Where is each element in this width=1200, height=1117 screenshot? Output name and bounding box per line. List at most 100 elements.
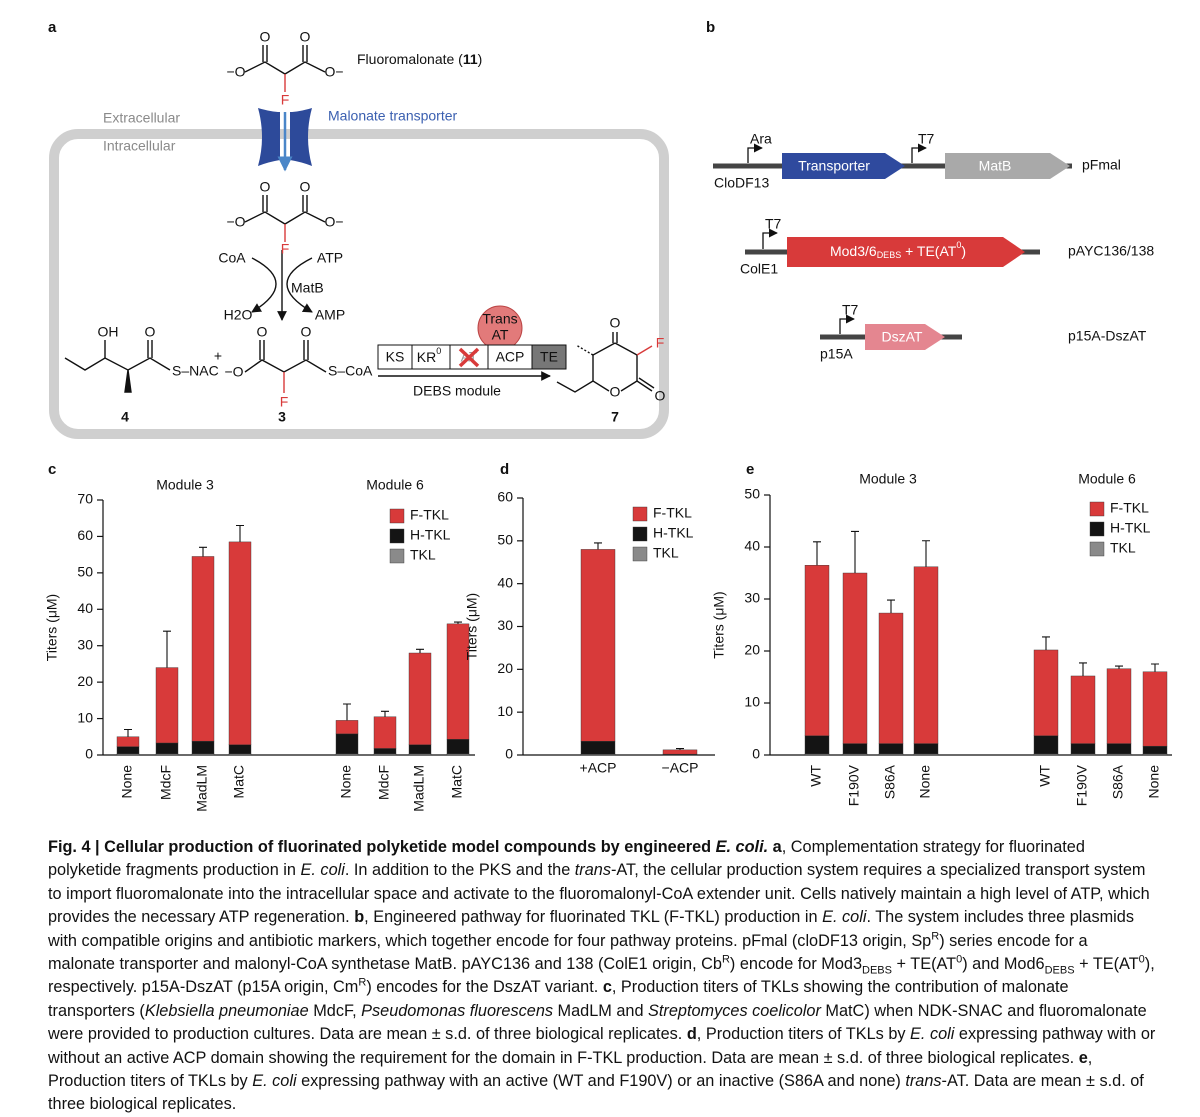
compound-number: 3: [278, 409, 286, 425]
bar-segment: [1070, 743, 1096, 755]
group-label: Module 3: [859, 471, 917, 487]
caption-text: c: [602, 978, 612, 997]
y-tick-label: 30: [497, 617, 513, 633]
domain: [487, 344, 533, 370]
domain-label: KR0: [417, 346, 441, 364]
x-tick-label: MadLM: [194, 765, 210, 812]
transporter-icon: [258, 108, 312, 166]
plasmid-name: p15A-DszAT: [1068, 328, 1147, 344]
trans-at-label: AT: [492, 327, 509, 343]
x-tick-label: WT: [808, 765, 824, 787]
x-tick-label: F190V: [846, 764, 862, 806]
atom: O−: [324, 214, 343, 230]
charts: 0 10 20 30 40 50 60 70 Titers (μM) None MdcF MadLM M…: [44, 471, 1172, 812]
error-bar: [416, 648, 424, 653]
x-tick-label: MdcF: [376, 765, 392, 800]
panel-label: c: [48, 461, 56, 478]
cell-membrane: [49, 129, 669, 439]
domain-label: TE: [540, 349, 558, 365]
bar-segment: [335, 733, 359, 755]
caption-text: expressing pathway with an active (WT an…: [296, 1072, 906, 1091]
y-tick-label: 20: [77, 673, 93, 689]
gene-label: MatB: [979, 158, 1012, 174]
legend-swatch: [389, 548, 405, 564]
bar-segment: [913, 566, 939, 744]
atom: O: [301, 324, 312, 340]
promoter: [911, 143, 927, 163]
legend-label: H-TKL: [1110, 520, 1151, 536]
panel-label: a: [48, 19, 57, 36]
bar-segment: [228, 541, 252, 746]
caption-text: d: [686, 1025, 697, 1044]
bar-segment: [446, 739, 470, 755]
legend-label: TKL: [410, 547, 436, 563]
domain-label: ACP: [496, 349, 525, 365]
y-tick-label: 20: [497, 660, 513, 676]
bar-segment: [155, 667, 179, 744]
gene: [787, 237, 1025, 267]
domain: [531, 344, 567, 370]
y-tick-label: 40: [744, 538, 760, 554]
caption-text: R: [358, 977, 367, 990]
legend-swatch: [632, 546, 648, 562]
caption-text: , Production titers of TKLs by: [48, 1048, 1093, 1091]
atoms: O O −O O− F O O −O O− F O O −O O F O F O O: [145, 29, 666, 410]
gene: [865, 324, 945, 350]
caption-text: Fig. 4 | Cellular production of fluorina…: [48, 838, 716, 856]
error-bar: [163, 630, 171, 668]
bar-segment: [335, 720, 359, 735]
caption-text: E. coli: [910, 1025, 955, 1044]
y-tick-label: 40: [497, 574, 513, 590]
caption: Fig. 4 | Cellular production of fluorina…: [48, 836, 1158, 1117]
plus: +: [214, 348, 222, 364]
gene: [945, 153, 1070, 179]
bar-segment: [1142, 671, 1168, 747]
group-label: Module 6: [1078, 471, 1136, 487]
bar-segment: [228, 744, 252, 755]
y-tick-label: 10: [744, 694, 760, 710]
bar-segment: [408, 744, 432, 755]
cofactor: H2O: [224, 307, 253, 323]
caption-text: E. coli: [822, 908, 867, 927]
caption-text: , Production titers of TKLs by: [696, 1025, 911, 1044]
caption-text: 0: [1138, 953, 1145, 966]
y-tick-label: 50: [77, 564, 93, 580]
legend-swatch: [1089, 521, 1105, 537]
error-bar: [454, 621, 462, 624]
promoter-label: T7: [765, 216, 782, 232]
caption-text: trans: [574, 861, 611, 880]
atom: F: [281, 92, 290, 108]
caption-text: , Complementation strategy for fluorinat…: [48, 838, 1085, 880]
error-bar: [813, 541, 821, 566]
atom: O: [655, 388, 666, 404]
compound-label: Fluoromalonate (11): [357, 51, 482, 67]
bar-segment: [191, 740, 215, 755]
x-tick-label: MdcF: [158, 765, 174, 800]
compound-number: 7: [611, 409, 619, 425]
error-bar: [236, 524, 244, 542]
bar-segment: [1070, 675, 1096, 744]
y-tick-label: 50: [497, 532, 513, 548]
atom: O−: [324, 64, 343, 80]
error-bar: [343, 703, 351, 721]
group-label: Module 6: [366, 477, 424, 493]
error-bar: [1151, 663, 1159, 672]
chart: 0 10 20 30 40 50 60 Titers (μM) +ACP −ACP F-TKL H-T…: [464, 489, 715, 776]
caption-text: + TE(AT: [1074, 955, 1139, 974]
y-tick-label: 10: [77, 709, 93, 725]
x-tick-label: MatC: [449, 765, 465, 798]
atom: O: [610, 315, 621, 331]
error-bar: [594, 542, 602, 550]
promoter-label: T7: [918, 131, 935, 147]
caption-text: ) encodes for the DszAT variant.: [366, 978, 603, 997]
caption-text: R: [721, 953, 730, 966]
y-tick-label: 30: [77, 636, 93, 652]
caption-text: Pseudomonas fluorescens: [361, 1001, 554, 1020]
legend-label: TKL: [653, 545, 679, 561]
caption-text: a: [768, 838, 782, 856]
atom: O: [257, 324, 268, 340]
trans-at-label: Trans: [482, 311, 517, 327]
caption-text: 0: [956, 953, 963, 966]
y-axis-label: Titers (μM): [44, 594, 60, 661]
y-tick-label: 50: [744, 486, 760, 502]
